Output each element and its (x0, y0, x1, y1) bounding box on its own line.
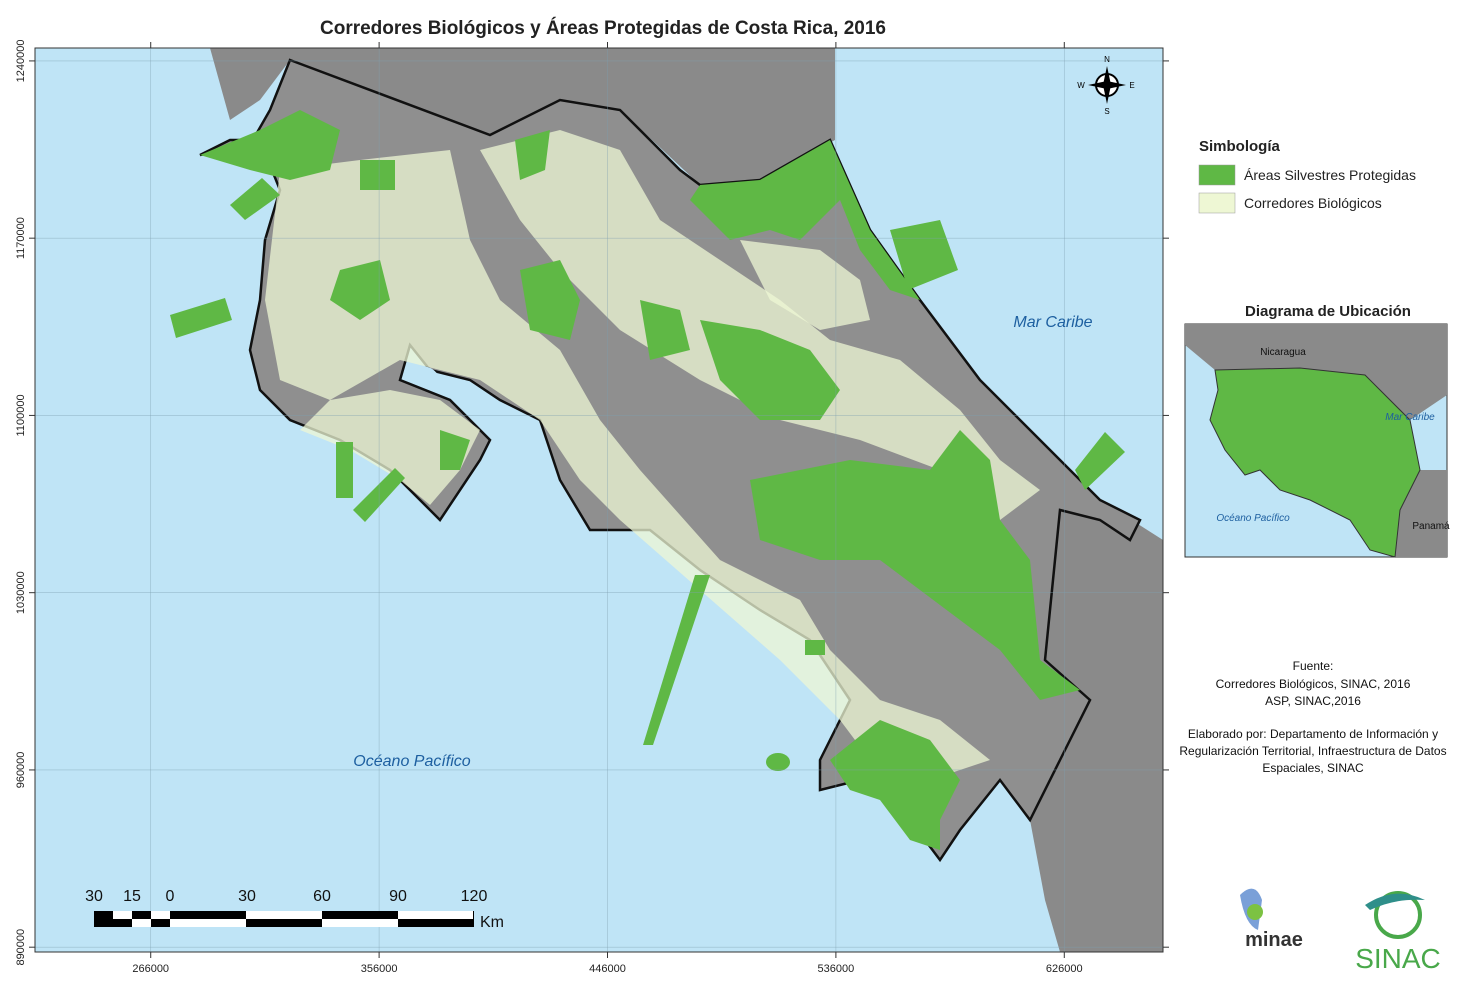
corridors (265, 130, 1040, 780)
scale-label: 0 (166, 888, 175, 905)
scale-unit: Km (480, 914, 504, 931)
legend-label: Áreas Silvestres Protegidas (1244, 167, 1416, 183)
inset-title: Diagrama de Ubicación (1245, 303, 1411, 320)
credits: Elaborado por: Departamento de Informaci… (1179, 727, 1446, 775)
panama-land (1030, 500, 1163, 952)
map-frame (34, 47, 1164, 953)
compass-s: S (1104, 107, 1109, 116)
x-tick-label: 266000 (132, 963, 169, 975)
coordinate-grid (35, 48, 1163, 952)
logo-text: SINAC (1355, 943, 1441, 974)
legend-swatch (1198, 192, 1236, 214)
map-title: Corredores Biológicos y Áreas Protegidas… (320, 17, 886, 39)
scale-label: 60 (313, 888, 331, 905)
x-tick-label: 446000 (589, 963, 626, 975)
source-heading: Fuente: (1293, 659, 1334, 673)
scale-label: 90 (389, 888, 407, 905)
nicaragua-land (210, 48, 835, 185)
source-line: Corredores Biológicos, SINAC, 2016 (1216, 677, 1411, 691)
legend-swatch (1198, 164, 1236, 186)
credit-line: Regularización Territorial, Infraestruct… (1179, 744, 1446, 758)
y-tick-label: 890000 (15, 929, 27, 966)
legend: Áreas Silvestres Protegidas Corredores Bi… (1198, 164, 1416, 214)
credit-line: Espaciales, SINAC (1262, 761, 1364, 775)
compass: N E S W (1077, 55, 1134, 116)
logo-text: minae (1245, 929, 1303, 951)
x-tick-label: 356000 (361, 963, 398, 975)
inset-label: Océano Pacífico (1216, 513, 1290, 524)
inset-label: Panamá (1412, 521, 1450, 532)
y-tick-label: 1030000 (15, 571, 27, 614)
compass-w: W (1077, 81, 1085, 90)
scale-label: 30 (85, 888, 103, 905)
inset-label: Mar Caribe (1385, 412, 1435, 423)
scale-bar: Km 30 15 0 30 60 90 120 (85, 888, 504, 931)
gulf-island (410, 366, 440, 381)
ocean-label: Océano Pacífico (353, 753, 471, 770)
sinac-logo: SINAC (1355, 891, 1441, 974)
scale-label: 15 (123, 888, 141, 905)
source: Corredores Biológicos, SINAC, 2016 ASP, S… (1216, 677, 1411, 708)
scale-label: 120 (461, 888, 488, 905)
sea-label: Mar Caribe (1013, 314, 1092, 331)
scale-label: 30 (238, 888, 256, 905)
y-tick-label: 960000 (15, 752, 27, 789)
y-tick-label: 1100000 (15, 394, 27, 436)
map-body: Mar Caribe Océano Pacífico N E S W Km 30… (35, 48, 1163, 952)
x-tick-label: 536000 (818, 963, 855, 975)
compass-e: E (1129, 81, 1134, 90)
legend-title: Simbología (1199, 138, 1280, 155)
inset-label: Nicaragua (1260, 347, 1306, 358)
legend-label: Corredores Biológicos (1244, 195, 1382, 211)
protected-areas (170, 110, 1125, 850)
inset-map: Nicaragua Mar Caribe Océano Pacífico Pan… (1184, 323, 1450, 558)
y-tick-label: 1170000 (15, 217, 27, 259)
minae-logo: minae (1240, 888, 1303, 951)
credit-line: Elaborado por: Departamento de Informaci… (1188, 727, 1438, 741)
y-tick-label: 1240000 (15, 40, 27, 83)
x-tick-label: 626000 (1046, 963, 1083, 975)
source-line: ASP, SINAC,2016 (1265, 694, 1361, 708)
compass-n: N (1104, 55, 1110, 64)
coordinate-ticks: 266000 356000 446000 536000 626000 890000 9600… (15, 40, 1169, 975)
